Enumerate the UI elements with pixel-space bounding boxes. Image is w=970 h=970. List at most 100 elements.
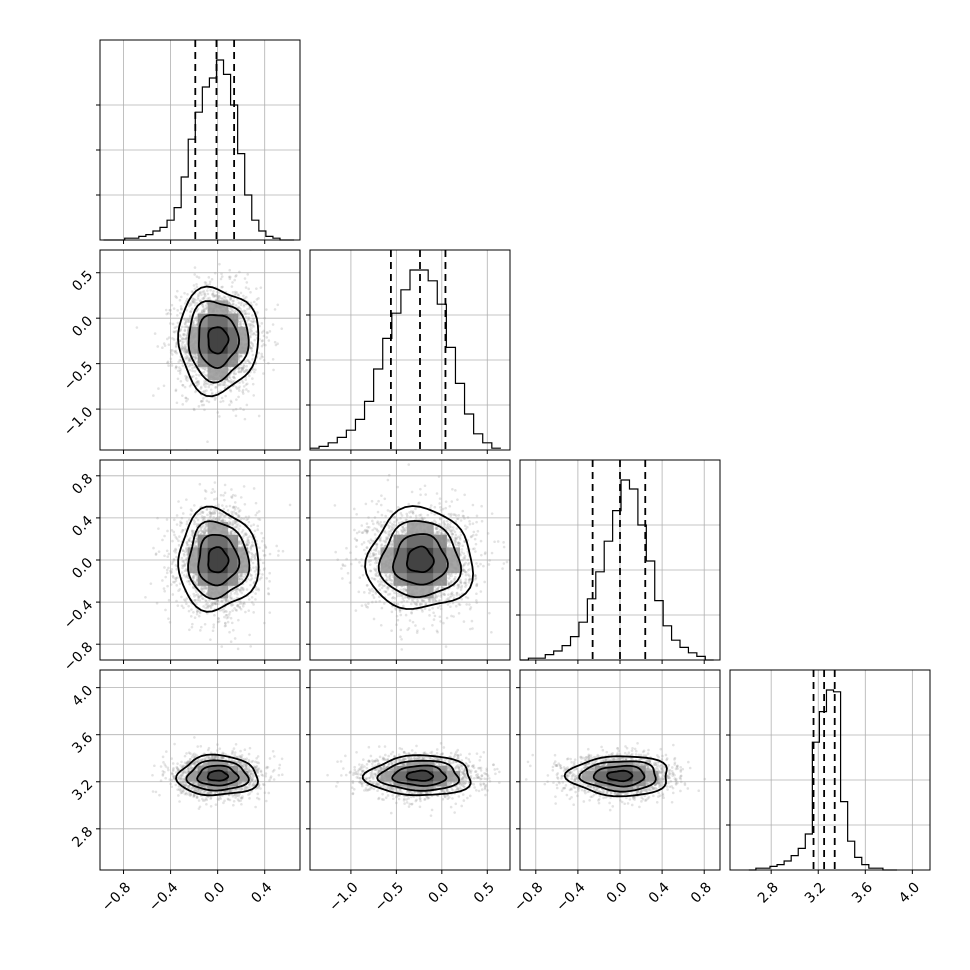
- scatter-point-1-0: [247, 312, 251, 316]
- scatter-point-2-0: [194, 562, 197, 565]
- scatter-point-2-0: [222, 585, 226, 588]
- scatter-point-2-0: [246, 517, 250, 521]
- scatter-point-2-0: [187, 553, 190, 556]
- scatter-point-3-0: [207, 762, 210, 766]
- scatter-point-1-0: [243, 297, 246, 300]
- scatter-point-1-0: [197, 405, 201, 408]
- scatter-point-1-0: [194, 390, 197, 394]
- scatter-point-2-0: [183, 598, 186, 601]
- scatter-point-1-0: [197, 359, 201, 363]
- scatter-point-2-0: [176, 576, 179, 579]
- scatter-point-1-0: [206, 292, 210, 296]
- scatter-point-2-0: [213, 523, 216, 527]
- scatter-point-2-1: [354, 545, 358, 548]
- scatter-point-2-1: [446, 526, 450, 529]
- scatter-point-2-1: [436, 533, 440, 536]
- scatter-point-1-0: [174, 388, 178, 392]
- scatter-point-1-0: [226, 312, 229, 316]
- scatter-point-2-1: [380, 606, 384, 610]
- scatter-point-2-1: [364, 552, 367, 556]
- scatter-point-2-0: [193, 594, 196, 598]
- scatter-point-3-0: [252, 765, 256, 768]
- scatter-point-3-0: [164, 776, 167, 780]
- scatter-point-2-0: [200, 580, 204, 583]
- scatter-point-3-0: [202, 765, 205, 768]
- scatter-point-2-1: [461, 569, 465, 573]
- scatter-point-2-1: [422, 522, 425, 526]
- scatter-point-1-0: [185, 350, 189, 353]
- scatter-point-1-0: [232, 409, 235, 412]
- scatter-point-1-0: [213, 271, 217, 275]
- scatter-point-2-1: [465, 603, 468, 606]
- scatter-point-2-1: [471, 522, 475, 525]
- scatter-point-3-0: [202, 762, 206, 766]
- density-cell-2-1: [393, 560, 408, 574]
- density-cell-1-0: [227, 326, 239, 341]
- scatter-point-1-0: [180, 325, 184, 329]
- scatter-point-2-0: [231, 520, 235, 523]
- scatter-point-2-0: [213, 525, 217, 529]
- scatter-point-2-1: [442, 593, 446, 596]
- scatter-point-3-0: [194, 778, 197, 782]
- contour-1-0-0: [207, 326, 230, 355]
- scatter-point-1-0: [193, 334, 197, 338]
- scatter-point-2-1: [467, 578, 471, 582]
- scatter-point-1-0: [232, 359, 235, 362]
- scatter-point-1-0: [234, 315, 237, 319]
- scatter-point-2-1: [374, 573, 377, 576]
- scatter-point-2-0: [221, 518, 225, 521]
- scatter-point-2-1: [407, 585, 411, 589]
- scatter-point-3-0: [248, 773, 251, 777]
- scatter-point-1-0: [192, 321, 196, 325]
- scatter-point-3-0: [246, 786, 249, 789]
- scatter-point-3-0: [244, 764, 248, 768]
- scatter-point-1-0: [216, 306, 220, 309]
- scatter-point-2-1: [407, 532, 411, 536]
- scatter-point-2-1: [423, 484, 427, 488]
- scatter-point-2-1: [460, 548, 464, 551]
- scatter-point-1-0: [227, 301, 231, 304]
- scatter-point-3-0: [201, 765, 205, 769]
- scatter-point-3-0: [204, 797, 208, 800]
- scatter-point-1-0: [181, 403, 185, 406]
- scatter-point-1-0: [178, 333, 182, 337]
- scatter-point-2-1: [447, 582, 451, 586]
- scatter-point-3-0: [193, 789, 196, 793]
- scatter-point-1-0: [181, 346, 185, 349]
- scatter-point-2-1: [450, 569, 453, 573]
- scatter-point-2-1: [394, 583, 398, 587]
- scatter-point-3-0: [205, 802, 208, 806]
- scatter-point-2-0: [198, 584, 201, 587]
- scatter-point-2-1: [444, 575, 447, 579]
- scatter-point-2-1: [452, 566, 456, 570]
- scatter-point-3-0: [199, 784, 203, 788]
- scatter-point-3-0: [257, 784, 261, 788]
- scatter-point-1-0: [152, 394, 155, 397]
- scatter-point-2-1: [482, 564, 485, 568]
- scatter-point-2-1: [450, 500, 454, 503]
- scatter-point-1-0: [239, 342, 242, 346]
- scatter-point-2-0: [250, 595, 254, 599]
- scatter-point-1-0: [200, 399, 203, 403]
- scatter-point-2-1: [367, 539, 370, 543]
- scatter-point-1-0: [227, 275, 231, 279]
- density-cell-1-0: [207, 353, 219, 367]
- scatter-point-2-1: [470, 535, 474, 538]
- scatter-point-3-0: [203, 757, 207, 761]
- scatter-point-3-0: [198, 790, 201, 794]
- scatter-point-2-0: [192, 547, 195, 551]
- scatter-point-2-1: [392, 546, 396, 550]
- scatter-point-1-0: [220, 297, 223, 300]
- scatter-point-1-0: [229, 389, 233, 393]
- scatter-point-1-0: [219, 306, 223, 309]
- scatter-point-2-1: [423, 528, 426, 532]
- scatter-point-3-0: [183, 761, 187, 765]
- scatter-point-1-0: [170, 303, 174, 307]
- scatter-point-1-0: [226, 369, 229, 372]
- scatter-point-2-0: [194, 582, 198, 585]
- scatter-point-1-0: [243, 333, 247, 337]
- density-cell-2-0: [217, 547, 229, 561]
- scatter-point-2-0: [201, 524, 205, 528]
- scatter-point-1-0: [186, 379, 189, 382]
- scatter-point-2-0: [202, 533, 206, 537]
